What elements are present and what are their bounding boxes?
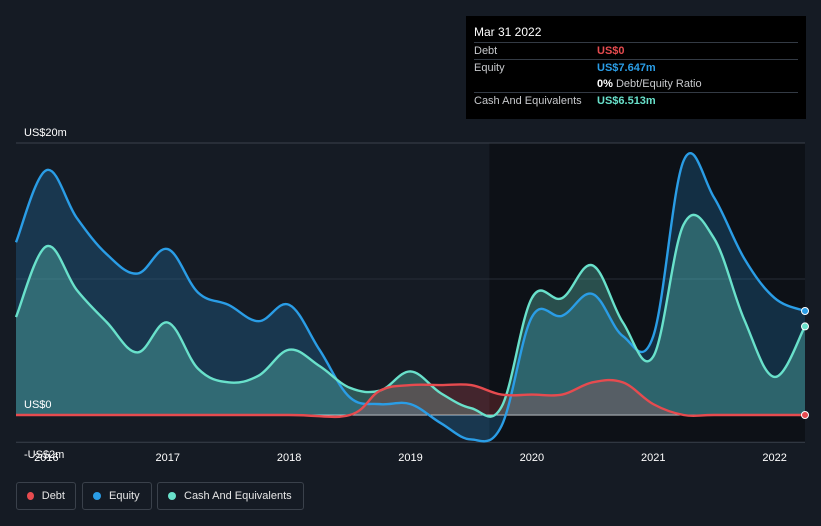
legend-dot <box>93 492 101 500</box>
x-tick-label: 2021 <box>641 452 665 464</box>
area-debt <box>16 380 805 417</box>
x-tick-label: 2016 <box>34 452 58 464</box>
tooltip-row-equity: Equity US$7.647m <box>474 59 798 76</box>
ratio-value: 0% <box>597 78 613 90</box>
tooltip-label: Debt <box>474 45 498 57</box>
x-tick-label: 2017 <box>155 452 179 464</box>
line-debt <box>16 378 805 419</box>
series-lines <box>14 152 807 443</box>
tooltip-row-cash: Cash And Equivalents US$6.513m <box>474 92 798 109</box>
tooltip-row-debt: Debt US$0 <box>474 42 798 59</box>
x-tick-label: 2022 <box>762 452 786 464</box>
y-tick-label: -US$2m <box>24 449 64 461</box>
tooltip-value: US$0 <box>597 45 625 57</box>
y-tick-label: US$0 <box>24 399 52 411</box>
area-cash-and-equivalents <box>16 214 805 417</box>
x-tick-label: 2018 <box>277 452 301 464</box>
tooltip-value: 0% Debt/Equity Ratio <box>597 76 702 92</box>
legend-label: Equity <box>109 490 140 502</box>
x-tick-label: 2020 <box>520 452 544 464</box>
y-axis-labels: US$20m US$0 -US$2m <box>24 127 67 461</box>
x-tick-label: 2019 <box>398 452 422 464</box>
tooltip-row-ratio: 0% Debt/Equity Ratio <box>474 76 798 92</box>
legend-label: Debt <box>41 490 65 502</box>
line-equity <box>14 152 806 443</box>
endpoint-equity <box>801 307 809 316</box>
endpoint-debt <box>801 411 809 419</box>
endpoint-cash-and-equivalents <box>801 322 809 331</box>
area-equity <box>16 153 805 442</box>
legend-dot <box>27 492 34 500</box>
data-tooltip: Mar 31 2022 Debt US$0 Equity US$7.647m 0… <box>466 16 806 119</box>
legend-item-debt[interactable]: Debt <box>16 482 76 510</box>
ratio-caption: Debt/Equity Ratio <box>615 78 702 90</box>
tooltip-value: US$7.647m <box>597 62 656 74</box>
series-endpoints <box>801 307 809 419</box>
tooltip-label: Cash And Equivalents <box>474 95 582 107</box>
legend-dot <box>168 492 176 500</box>
line-cash-and-equivalents <box>14 213 807 418</box>
y-tick-label: US$20m <box>24 127 67 139</box>
x-axis-labels: 2016 2017 2018 2019 2020 2021 2022 <box>34 452 787 464</box>
series-areas <box>16 153 805 442</box>
legend-item-cash[interactable]: Cash And Equivalents <box>157 482 304 510</box>
tooltip-value: US$6.513m <box>597 95 656 107</box>
tooltip-label <box>474 76 597 92</box>
legend-label: Cash And Equivalents <box>184 490 292 502</box>
legend-item-equity[interactable]: Equity <box>82 482 152 510</box>
tooltip-label: Equity <box>474 62 505 74</box>
tooltip-date: Mar 31 2022 <box>474 25 542 39</box>
plot-background <box>489 143 805 443</box>
